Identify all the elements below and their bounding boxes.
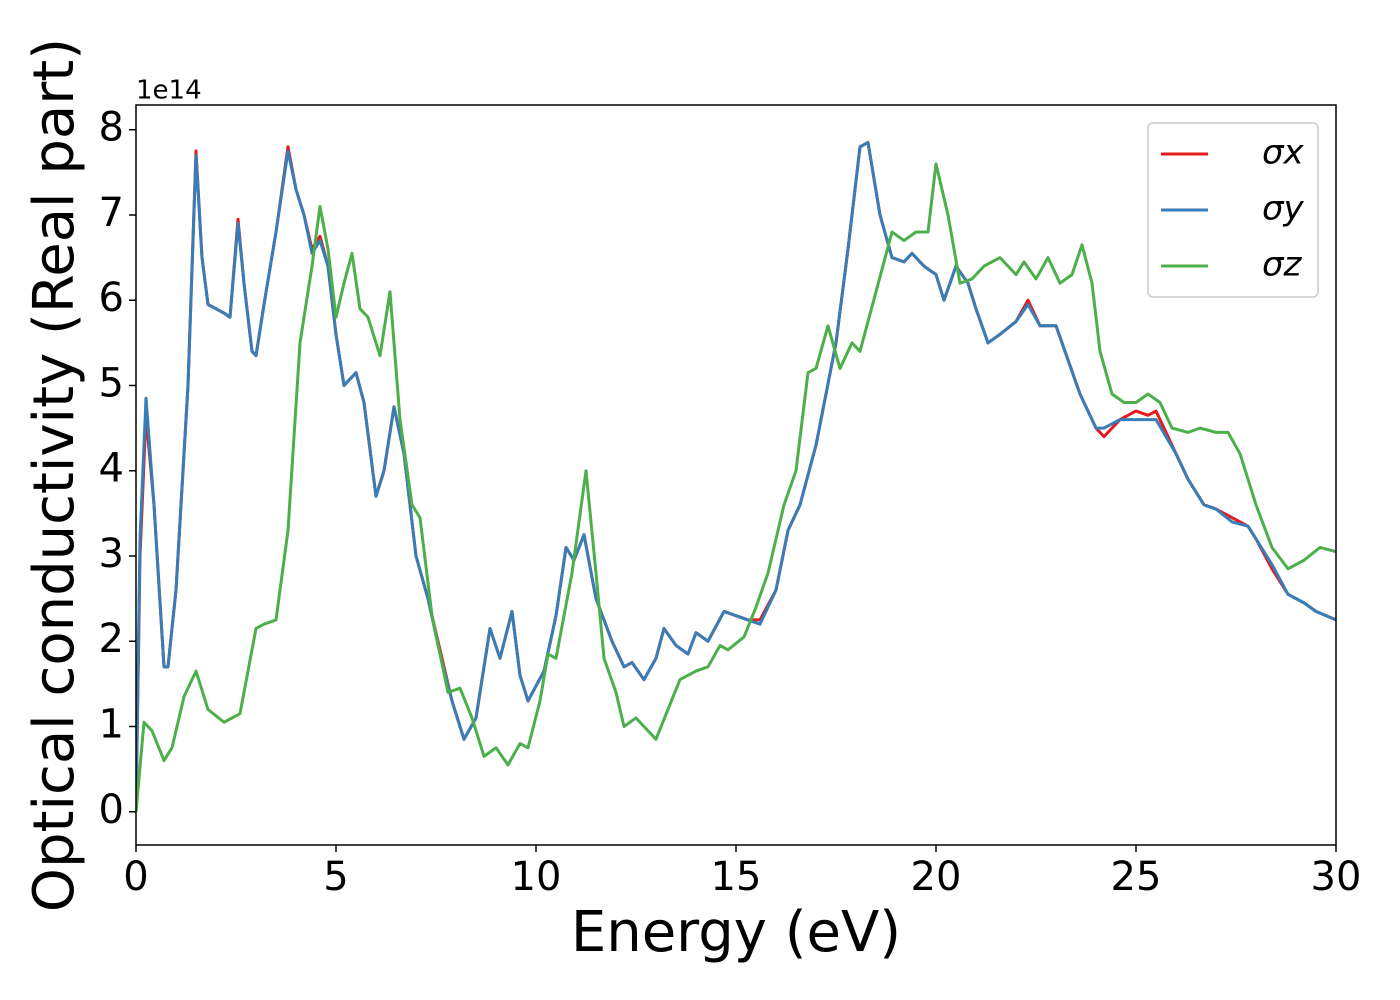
legend-label: σx [1262,133,1305,173]
y-offset-label: 1e14 [136,76,202,106]
y-tick-label: 7 [99,190,124,236]
series-line [136,162,1336,812]
series-line [136,141,1336,812]
x-axis-label: Energy (eV) [571,900,901,965]
legend-box [1147,122,1319,298]
y-tick-label: 6 [99,275,124,321]
y-tick-label: 0 [99,787,124,833]
y-tick-label: 8 [99,105,124,151]
y-tick-label: 4 [99,446,124,492]
y-axis-label: Optical conductivity (Real part) [22,38,87,912]
plot-frame [135,104,1337,846]
x-tick-label: 5 [323,854,348,900]
x-tick-label: 30 [1311,854,1362,900]
y-tick-label: 3 [99,531,124,577]
y-tick-label: 1 [99,701,124,747]
y-tick-label: 5 [99,360,124,406]
x-tick-label: 25 [1111,854,1162,900]
x-tick-label: 10 [511,854,562,900]
legend-label: σy [1262,189,1305,229]
y-tick-label: 2 [99,616,124,662]
legend-label: σz [1262,245,1303,285]
x-tick-label: 20 [911,854,962,900]
x-tick-label: 15 [711,854,762,900]
x-tick-label: 0 [123,854,148,900]
